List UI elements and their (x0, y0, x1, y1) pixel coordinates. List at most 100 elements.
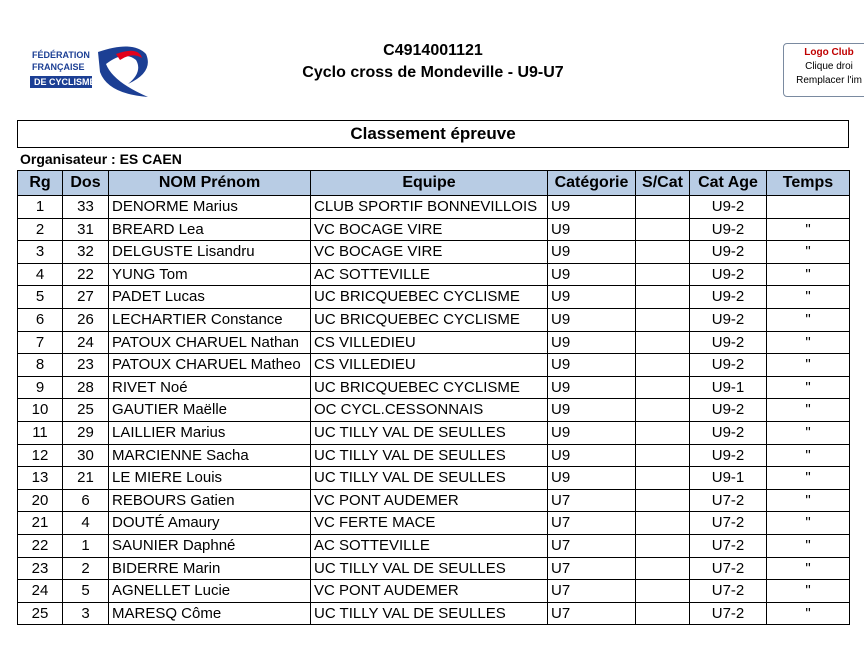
table-cell: U9 (547, 308, 636, 332)
table-cell: 27 (62, 285, 109, 309)
table-cell: U9-2 (689, 330, 767, 355)
table-cell: 31 (62, 217, 109, 242)
table-cell: U7-2 (689, 511, 767, 535)
table-cell: U7-2 (689, 601, 767, 626)
table-cell (635, 488, 690, 513)
table-cell: 32 (62, 240, 109, 264)
table-cell: " (766, 601, 850, 626)
table-cell: U9-2 (689, 308, 767, 332)
table-cell: U9-2 (689, 262, 767, 287)
table-cell: 11 (17, 421, 63, 445)
table-cell: YUNG Tom (108, 262, 311, 287)
table-cell: 24 (17, 579, 63, 603)
table-cell: AC SOTTEVILLE (310, 534, 548, 558)
federation-logo: FÉDÉRATION FRANÇAISE DE CYCLISME (30, 46, 148, 97)
table-cell: U9 (547, 217, 636, 242)
table-cell: " (766, 421, 850, 445)
table-cell: U9-2 (689, 285, 767, 309)
table-cell: " (766, 398, 850, 422)
table-cell: 4 (62, 511, 109, 535)
club-logo-box: Logo Club Clique droi Remplacer l'im (783, 43, 864, 97)
column-header: Temps (766, 170, 850, 196)
table-cell: U7 (547, 488, 636, 513)
table-cell: U7-2 (689, 488, 767, 513)
table-cell: BIDERRE Marin (108, 556, 311, 581)
table-cell: CS VILLEDIEU (310, 330, 548, 355)
table-cell: 4 (17, 262, 63, 287)
table-cell: DELGUSTE Lisandru (108, 240, 311, 264)
table-cell (635, 601, 690, 626)
table-cell: U7 (547, 534, 636, 558)
table-cell: U7-2 (689, 579, 767, 603)
table-cell: 28 (62, 375, 109, 400)
table-cell: U7 (547, 579, 636, 603)
table-cell: " (766, 217, 850, 242)
table-cell (635, 308, 690, 332)
table-cell: 25 (17, 601, 63, 626)
table-cell (635, 240, 690, 264)
table-cell: 9 (17, 375, 63, 400)
table-cell (635, 579, 690, 603)
table-cell (635, 195, 690, 219)
table-cell: 7 (17, 330, 63, 355)
table-cell (635, 398, 690, 422)
table-cell: U9-2 (689, 353, 767, 377)
table-cell: 26 (62, 308, 109, 332)
table-cell: U9 (547, 353, 636, 377)
table-cell (766, 195, 850, 219)
table-cell: CLUB SPORTIF BONNEVILLOIS (310, 195, 548, 219)
table-cell: 10 (17, 398, 63, 422)
table-cell: LE MIERE Louis (108, 466, 311, 490)
table-cell: U9 (547, 375, 636, 400)
table-cell: PATOUX CHARUEL Matheo (108, 353, 311, 377)
table-cell (635, 262, 690, 287)
table-cell: U9 (547, 443, 636, 468)
table-cell: U9 (547, 262, 636, 287)
table-cell: VC BOCAGE VIRE (310, 217, 548, 242)
logo-line: FÉDÉRATION (32, 50, 90, 60)
table-cell (635, 217, 690, 242)
table-cell: " (766, 308, 850, 332)
table-cell: 3 (17, 240, 63, 264)
table-cell: U9-2 (689, 195, 767, 219)
table-cell: PATOUX CHARUEL Nathan (108, 330, 311, 355)
table-cell (635, 466, 690, 490)
table-cell: 23 (62, 353, 109, 377)
table-cell: " (766, 353, 850, 377)
table-cell: 33 (62, 195, 109, 219)
organizer: Organisateur : ES CAEN (20, 151, 182, 167)
club-logo-text: Clique droi (805, 61, 853, 72)
table-cell: SAUNIER Daphné (108, 534, 311, 558)
table-cell (635, 330, 690, 355)
column-header: Catégorie (547, 170, 636, 196)
table-cell: U9 (547, 398, 636, 422)
table-cell: " (766, 488, 850, 513)
table-cell: " (766, 534, 850, 558)
club-logo-text: Logo Club (804, 47, 854, 58)
table-cell: " (766, 262, 850, 287)
logo-line: FRANÇAISE (32, 62, 85, 72)
table-cell: U9-1 (689, 375, 767, 400)
table-cell: " (766, 556, 850, 581)
table-cell: UC TILLY VAL DE SEULLES (310, 443, 548, 468)
table-cell: U9 (547, 330, 636, 355)
column-header: Equipe (310, 170, 548, 196)
table-cell: U7 (547, 556, 636, 581)
column-header: NOM Prénom (108, 170, 311, 196)
table-cell: U9 (547, 466, 636, 490)
table-cell: U9 (547, 195, 636, 219)
table-cell: U9-1 (689, 466, 767, 490)
column-header: Rg (17, 170, 63, 196)
table-cell: U7-2 (689, 534, 767, 558)
table-cell: AGNELLET Lucie (108, 579, 311, 603)
column-header: Dos (62, 170, 109, 196)
table-cell: U9-2 (689, 421, 767, 445)
table-cell: U9 (547, 240, 636, 264)
table-cell: 8 (17, 353, 63, 377)
table-cell: " (766, 330, 850, 355)
table-title: Classement épreuve (17, 120, 849, 148)
column-header: S/Cat (635, 170, 690, 196)
table-cell: 13 (17, 466, 63, 490)
table-cell: PADET Lucas (108, 285, 311, 309)
table-cell: UC BRICQUEBEC CYCLISME (310, 285, 548, 309)
